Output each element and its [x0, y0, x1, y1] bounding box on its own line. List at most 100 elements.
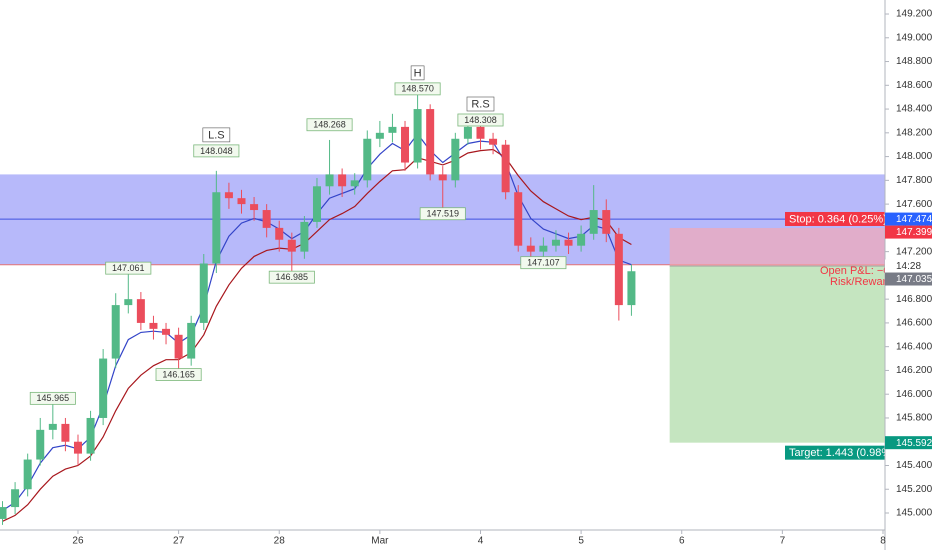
y-tick-label: 148.000: [896, 151, 932, 162]
pivot-label-box: [306, 118, 353, 132]
candle-body: [162, 328, 171, 335]
candle-body: [111, 305, 120, 359]
candle-body: [564, 239, 573, 246]
target-label-box: [785, 445, 885, 460]
candle-body: [551, 239, 560, 246]
candle-body: [250, 204, 259, 211]
candle-body: [401, 126, 410, 163]
candle-body: [363, 138, 372, 181]
pivot-label: 148.570: [401, 84, 434, 94]
pivot-label: 148.048: [200, 146, 233, 156]
pivot-label-box: [520, 256, 567, 270]
price-tag-label: 147.035: [896, 274, 932, 285]
y-tick-label: 145.800: [896, 413, 932, 424]
stop-label-box: [785, 211, 885, 226]
x-tick-label: 27: [173, 536, 185, 547]
candle-body: [577, 233, 586, 246]
pattern-label-box: [410, 65, 425, 81]
moving-average: [2, 148, 632, 522]
candle-body: [539, 245, 548, 252]
candle-body: [36, 429, 45, 460]
pivot-label-box: [29, 391, 76, 405]
y-tick-label: 146.400: [896, 341, 932, 352]
candle-body: [23, 459, 32, 490]
y-tick-label: 146.800: [896, 294, 932, 305]
candle-body: [99, 358, 108, 418]
y-tick-label: 148.600: [896, 80, 932, 91]
pattern-label: R.S: [471, 98, 489, 110]
y-tick-label: 148.200: [896, 127, 932, 138]
pivot-label-box: [419, 207, 466, 221]
stop-label: Stop: 0.364 (0.25%) 36: [789, 213, 902, 225]
candle-body: [212, 192, 221, 264]
candle-body: [124, 299, 133, 306]
y-tick-label: 147.200: [896, 246, 932, 257]
price-tag: [885, 272, 932, 286]
pattern-label: H: [414, 67, 422, 79]
candle-body: [73, 441, 82, 454]
countdown-box: [885, 259, 932, 273]
candle-body: [275, 227, 284, 240]
candle-body: [388, 126, 397, 133]
y-tick-label: 145.400: [896, 460, 932, 471]
candle-body: [526, 245, 535, 252]
y-tick-label: 145.000: [896, 508, 932, 519]
x-tick-label: 4: [478, 536, 484, 547]
pivot-label-box: [105, 261, 152, 275]
y-tick-label: 147.800: [896, 175, 932, 186]
pivot-label-box: [193, 144, 240, 158]
pivot-label-box: [394, 82, 441, 96]
x-tick-label: 8: [880, 536, 886, 547]
pattern-label-box: [466, 96, 495, 112]
x-tick-label: 5: [578, 536, 584, 547]
candle-body: [501, 144, 510, 193]
countdown: 14:28: [896, 261, 921, 272]
y-tick-label: 146.000: [896, 389, 932, 400]
candle-body: [463, 126, 472, 139]
x-tick-label: 7: [780, 536, 786, 547]
candle-body: [312, 186, 321, 222]
pivot-label: 148.268: [313, 120, 346, 130]
candle-body: [627, 271, 636, 306]
candle-body: [614, 233, 623, 306]
candle-body: [174, 334, 183, 359]
candle-body: [48, 423, 57, 430]
y-tick-label: 146.200: [896, 365, 932, 376]
price-tag: [885, 436, 932, 450]
x-tick-label: 26: [72, 536, 84, 547]
plot-area: 145.965 147.061 146.165 148.048 L.S 146.985 14…: [0, 65, 910, 525]
candle-body: [489, 138, 498, 145]
pivot-label-box: [268, 270, 315, 284]
candle-body: [224, 192, 233, 199]
pivot-label-box: [457, 113, 504, 127]
pivot-label: 146.985: [276, 272, 309, 282]
rr-label: Risk/Reward R: [830, 276, 903, 288]
candle-body: [338, 174, 347, 187]
y-tick-label: 149.200: [896, 9, 932, 20]
target-zone: [669, 266, 885, 443]
x-tick-label: 28: [274, 536, 286, 547]
pivot-label: 147.107: [527, 258, 560, 268]
x-tick-label: 6: [679, 536, 685, 547]
candle-body: [237, 198, 246, 205]
pivot-label: 146.165: [162, 369, 195, 379]
candle-body: [514, 192, 523, 246]
price-tag-label: 147.399: [896, 227, 932, 238]
price-tag-label: 147.474: [896, 214, 932, 225]
y-tick-label: 148.400: [896, 104, 932, 115]
target-label: Target: 1.443 (0.98%) 14: [789, 447, 910, 459]
candle-body: [61, 423, 70, 442]
candle-body: [438, 174, 447, 181]
pivot-label: 147.519: [426, 209, 459, 219]
y-tick-label: 147.600: [896, 199, 932, 210]
pnl-label: Open P&L: −0.04: [820, 265, 905, 277]
price-tag-label: 145.592: [896, 438, 932, 449]
candle-body: [426, 109, 435, 175]
stop-zone: [669, 227, 885, 267]
pivot-label: 145.965: [37, 393, 70, 403]
pivot-label: 148.308: [464, 115, 497, 125]
candle-body: [187, 322, 196, 359]
y-tick-label: 146.600: [896, 318, 932, 329]
